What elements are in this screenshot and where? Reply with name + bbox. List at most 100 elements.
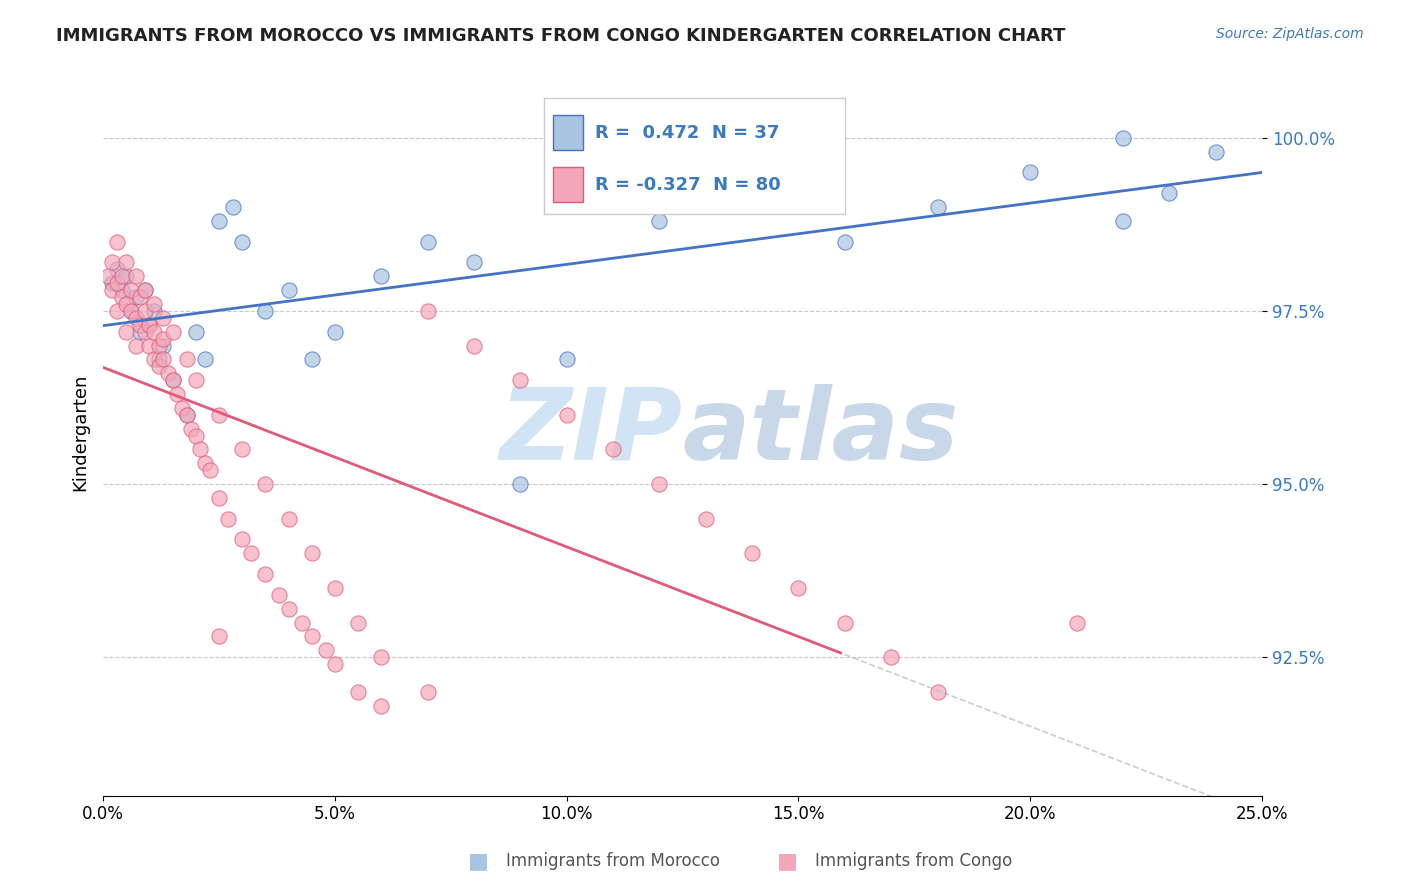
Point bbox=[124, 290, 146, 304]
Point bbox=[370, 650, 392, 665]
Point bbox=[208, 214, 231, 228]
Point bbox=[695, 512, 717, 526]
Point bbox=[291, 615, 314, 630]
Point bbox=[370, 269, 392, 284]
Point bbox=[555, 352, 578, 367]
Point bbox=[254, 477, 277, 491]
Point bbox=[143, 304, 166, 318]
Point bbox=[166, 387, 188, 401]
Point bbox=[1066, 615, 1088, 630]
Text: ZIP: ZIP bbox=[499, 384, 682, 481]
Point bbox=[880, 650, 903, 665]
Point bbox=[347, 685, 370, 699]
Point bbox=[509, 477, 531, 491]
Point bbox=[217, 512, 239, 526]
Point bbox=[124, 338, 146, 352]
Point bbox=[124, 310, 146, 325]
Point bbox=[105, 235, 128, 249]
Point bbox=[416, 235, 439, 249]
Point bbox=[231, 442, 253, 457]
Point bbox=[834, 615, 856, 630]
Point bbox=[111, 283, 134, 297]
Point bbox=[648, 214, 671, 228]
Point bbox=[787, 581, 810, 595]
Point bbox=[120, 304, 142, 318]
Point bbox=[323, 581, 346, 595]
Point bbox=[927, 685, 949, 699]
Point bbox=[101, 255, 124, 269]
Text: ■: ■ bbox=[468, 851, 488, 871]
Point bbox=[115, 325, 138, 339]
Point bbox=[101, 283, 124, 297]
Point bbox=[370, 698, 392, 713]
Point bbox=[152, 338, 174, 352]
Point bbox=[111, 290, 134, 304]
Point bbox=[555, 408, 578, 422]
Point bbox=[301, 630, 323, 644]
Point bbox=[927, 200, 949, 214]
Point bbox=[124, 269, 146, 284]
Text: Source: ZipAtlas.com: Source: ZipAtlas.com bbox=[1216, 27, 1364, 41]
Point bbox=[148, 338, 170, 352]
Point bbox=[198, 463, 221, 477]
Point bbox=[152, 310, 174, 325]
Point bbox=[277, 512, 299, 526]
Point bbox=[269, 588, 291, 602]
Point bbox=[129, 318, 152, 332]
Point bbox=[254, 567, 277, 582]
Point bbox=[138, 318, 160, 332]
Point bbox=[277, 601, 299, 615]
Point bbox=[416, 304, 439, 318]
Point bbox=[222, 200, 245, 214]
Point bbox=[190, 442, 212, 457]
Point bbox=[176, 408, 198, 422]
Point bbox=[120, 283, 142, 297]
Point bbox=[134, 304, 156, 318]
Point bbox=[180, 422, 202, 436]
Point bbox=[194, 352, 217, 367]
Text: atlas: atlas bbox=[682, 384, 959, 481]
Point bbox=[162, 325, 184, 339]
Point bbox=[184, 325, 207, 339]
Point bbox=[184, 428, 207, 442]
Point bbox=[231, 235, 253, 249]
Point bbox=[148, 359, 170, 374]
Point bbox=[138, 318, 160, 332]
Point bbox=[152, 332, 174, 346]
Point bbox=[143, 297, 166, 311]
Point bbox=[741, 546, 763, 560]
Text: Immigrants from Congo: Immigrants from Congo bbox=[815, 852, 1012, 870]
Text: ■: ■ bbox=[778, 851, 797, 871]
Point bbox=[176, 352, 198, 367]
Point bbox=[170, 401, 193, 415]
Point bbox=[105, 277, 128, 291]
Point bbox=[1159, 186, 1181, 201]
Point bbox=[323, 657, 346, 672]
Point bbox=[129, 290, 152, 304]
Text: IMMIGRANTS FROM MOROCCO VS IMMIGRANTS FROM CONGO KINDERGARTEN CORRELATION CHART: IMMIGRANTS FROM MOROCCO VS IMMIGRANTS FR… bbox=[56, 27, 1066, 45]
Point bbox=[115, 297, 138, 311]
Point bbox=[1112, 214, 1135, 228]
Point bbox=[115, 269, 138, 284]
Text: Immigrants from Morocco: Immigrants from Morocco bbox=[506, 852, 720, 870]
Point bbox=[347, 615, 370, 630]
Point bbox=[148, 352, 170, 367]
Point bbox=[240, 546, 263, 560]
Point bbox=[143, 352, 166, 367]
Point bbox=[277, 283, 299, 297]
Point bbox=[509, 373, 531, 387]
Point bbox=[101, 277, 124, 291]
Point bbox=[97, 269, 120, 284]
Point bbox=[301, 352, 323, 367]
Point bbox=[162, 373, 184, 387]
Point bbox=[648, 477, 671, 491]
Point bbox=[134, 283, 156, 297]
Point bbox=[1205, 145, 1227, 159]
Point bbox=[602, 442, 624, 457]
Point bbox=[111, 269, 134, 284]
Point bbox=[176, 408, 198, 422]
Point bbox=[208, 630, 231, 644]
Point bbox=[138, 338, 160, 352]
Point bbox=[323, 325, 346, 339]
Point bbox=[315, 643, 337, 657]
